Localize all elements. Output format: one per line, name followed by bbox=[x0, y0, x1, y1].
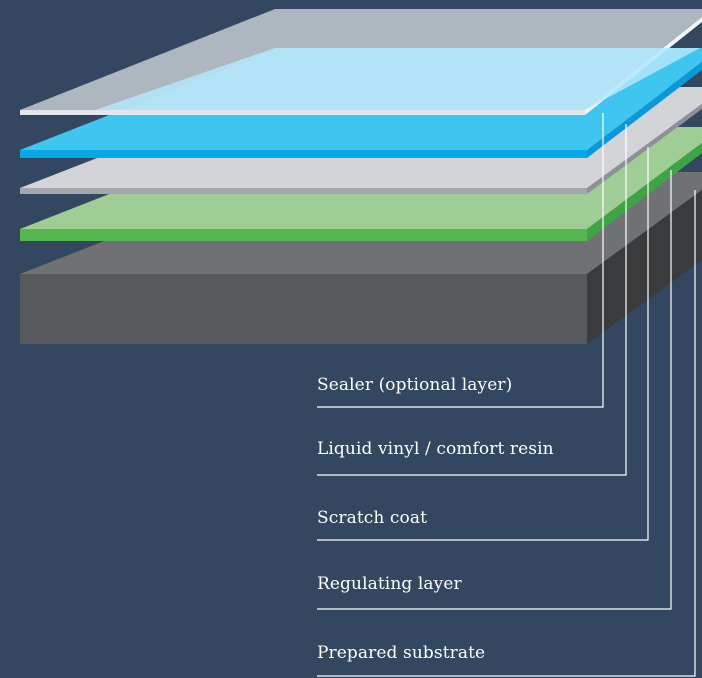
label-regulating-layer: Regulating layer bbox=[317, 574, 462, 594]
label-prepared-substrate: Prepared substrate bbox=[317, 643, 486, 663]
leader-line-sealer bbox=[317, 113, 604, 408]
label-liquid-vinyl: Liquid vinyl / comfort resin bbox=[317, 439, 554, 459]
leader-line-prepared-substrate bbox=[317, 190, 696, 677]
label-sealer: Sealer (optional layer) bbox=[317, 375, 513, 395]
leader-line-liquid-vinyl bbox=[317, 124, 627, 476]
label-scratch-coat: Scratch coat bbox=[317, 508, 428, 528]
leader-lines bbox=[317, 113, 696, 677]
leader-line-scratch-coat bbox=[317, 147, 649, 541]
layer-sealer bbox=[20, 9, 702, 115]
leader-line-regulating bbox=[317, 170, 672, 610]
